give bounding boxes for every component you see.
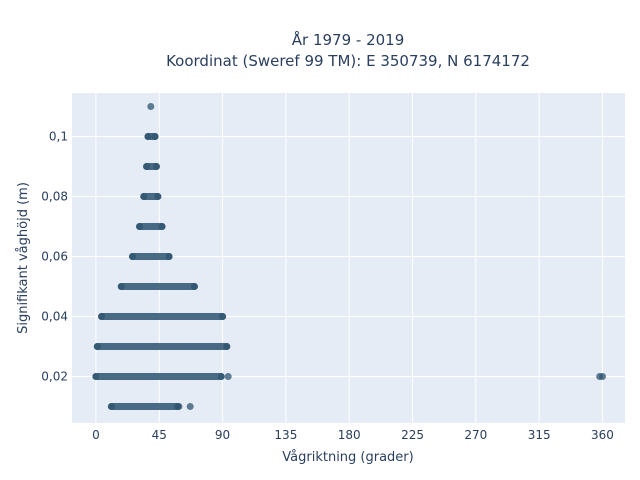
y-axis-title: Signifikant våghöjd (m) <box>16 182 31 334</box>
data-point <box>140 193 148 200</box>
data-point <box>129 253 137 260</box>
x-tick-labels: 0 45 90 135 180 225 270 315 360 <box>92 428 614 442</box>
x-tick-label: 0 <box>92 428 100 442</box>
data-point <box>219 313 227 320</box>
chart-title-line1: År 1979 - 2019 <box>292 30 405 49</box>
data-point <box>151 133 159 140</box>
y-tick-label: 0,02 <box>41 370 68 384</box>
data-point <box>117 283 125 290</box>
x-tick-label: 180 <box>338 428 361 442</box>
data-point <box>98 313 106 320</box>
data-point <box>136 223 144 230</box>
y-tick-labels: 0,02 0,04 0,06 0,08 0,1 <box>41 130 68 384</box>
data-point <box>217 373 225 380</box>
x-tick-label: 360 <box>591 428 614 442</box>
x-tick-label: 45 <box>152 428 167 442</box>
data-point <box>598 373 606 380</box>
x-tick-label: 270 <box>464 428 487 442</box>
data-point <box>186 403 194 410</box>
data-point <box>93 343 101 350</box>
data-point <box>175 403 183 410</box>
chart-title-line2: Koordinat (Sweref 99 TM): E 350739, N 61… <box>166 52 530 70</box>
y-tick-label: 0,08 <box>41 190 68 204</box>
data-point <box>92 373 100 380</box>
data-point <box>147 103 155 110</box>
data-point <box>152 163 160 170</box>
data-points <box>147 103 606 410</box>
y-tick-label: 0,06 <box>41 250 68 264</box>
x-tick-label: 225 <box>401 428 424 442</box>
data-point <box>158 223 166 230</box>
data-point <box>165 253 173 260</box>
data-point <box>154 193 162 200</box>
data-point <box>223 343 231 350</box>
x-tick-label: 90 <box>215 428 230 442</box>
y-tick-label: 0,1 <box>49 130 68 144</box>
data-point <box>190 283 198 290</box>
data-point <box>107 403 115 410</box>
x-tick-label: 315 <box>528 428 551 442</box>
x-tick-label: 135 <box>274 428 297 442</box>
data-point <box>143 163 151 170</box>
x-axis-title: Vågriktning (grader) <box>282 450 413 465</box>
data-bands <box>92 133 231 410</box>
data-point <box>224 373 232 380</box>
y-tick-label: 0,04 <box>41 310 68 324</box>
data-point <box>144 133 152 140</box>
